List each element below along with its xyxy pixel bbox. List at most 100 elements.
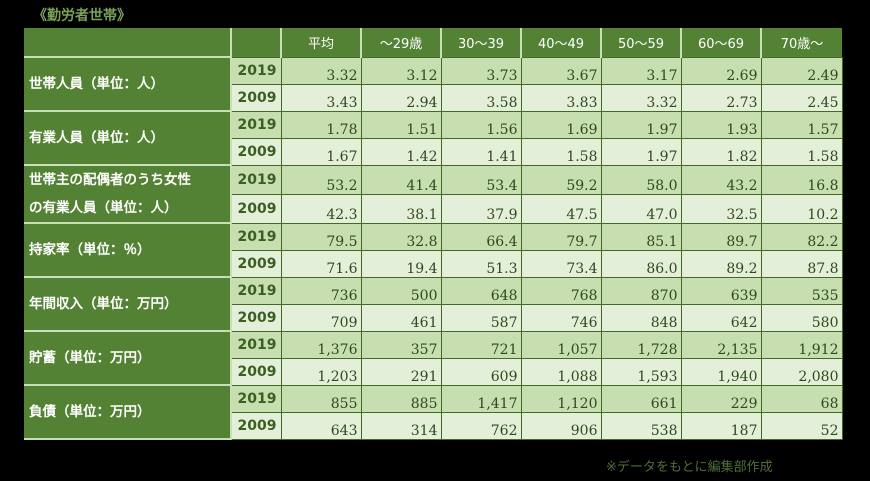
value-cell: 37.9 [440, 193, 522, 224]
row-label-line: 負債（単位：万円） [29, 404, 151, 420]
value-cell: 1,376 [280, 330, 362, 359]
household-data-table: 平均 〜29歳 30〜39 40〜49 50〜59 60〜69 70歳〜 世帯人員（単位：人… [24, 28, 843, 440]
value-cell: 3.83 [520, 83, 602, 112]
value-cell: 1,057 [520, 330, 602, 359]
value-cell: 1.93 [680, 110, 762, 139]
value-cell: 51.3 [440, 249, 522, 278]
value-cell: 42.3 [280, 193, 362, 224]
table-row: 2009 3.43 2.94 3.58 3.83 3.32 2.73 2.45 [24, 83, 843, 112]
value-cell: 3.67 [520, 56, 602, 85]
row-label-line: 世帯人員（単位：人） [29, 76, 164, 92]
value-cell: 291 [360, 357, 442, 386]
value-cell: 59.2 [520, 164, 602, 195]
value-cell: 721 [440, 330, 522, 359]
value-cell: 500 [360, 276, 442, 305]
year-cell: 2009 [230, 357, 282, 386]
value-cell: 1.58 [520, 137, 602, 166]
value-cell: 2,080 [760, 357, 843, 386]
year-cell: 2009 [230, 303, 282, 332]
value-cell: 1,593 [600, 357, 682, 386]
value-cell: 587 [440, 303, 522, 332]
value-cell: 1.58 [760, 137, 843, 166]
year-cell: 2009 [230, 83, 282, 112]
header-row: 平均 〜29歳 30〜39 40〜49 50〜59 60〜69 70歳〜 [24, 28, 842, 58]
value-cell: 870 [600, 276, 682, 305]
value-cell: 1.69 [520, 110, 602, 139]
value-cell: 2.45 [760, 83, 843, 112]
value-cell: 16.8 [760, 164, 843, 195]
value-cell: 1.41 [440, 137, 522, 166]
column-header: 30〜39 [440, 28, 521, 57]
column-header: 平均 [280, 28, 361, 57]
row-label-line: の有業人員（単位：人） [29, 200, 178, 216]
column-header: 70歳〜 [760, 28, 842, 57]
value-cell: 53.4 [440, 164, 522, 195]
table-row: 年間収入（単位：万円） 2019 736 500 648 768 870 639 535 [24, 276, 843, 332]
year-cell: 2009 [230, 249, 282, 278]
value-cell: 52 [760, 411, 843, 440]
value-cell: 538 [600, 411, 682, 440]
value-cell: 2.49 [760, 56, 843, 85]
row-label: 世帯主の配偶者のうち女性 の有業人員（単位：人） [24, 165, 232, 224]
value-cell: 1.97 [600, 110, 682, 139]
value-cell: 73.4 [520, 249, 602, 278]
value-cell: 1.51 [360, 110, 442, 139]
row-label: 世帯人員（単位：人） [24, 57, 232, 112]
value-cell: 71.6 [280, 249, 362, 278]
value-cell: 2.73 [680, 83, 762, 112]
value-cell: 885 [360, 384, 442, 413]
value-cell: 1,728 [600, 330, 682, 359]
row-label-line: 世帯主の配偶者のうち女性 [29, 172, 191, 188]
row-label-line: 持家率（単位：％） [29, 242, 151, 258]
table-row: 貯蓄（単位：万円） 2019 1,376 357 721 1,057 1,728 2,135 1… [24, 330, 843, 386]
value-cell: 1,940 [680, 357, 762, 386]
row-label-line: 年間収入（単位：万円） [29, 296, 178, 312]
value-cell: 58.0 [600, 164, 682, 195]
value-cell: 3.43 [280, 83, 362, 112]
year-cell: 2019 [230, 164, 282, 195]
value-cell: 3.12 [360, 56, 442, 85]
year-cell: 2019 [230, 276, 282, 305]
year-cell: 2019 [230, 384, 282, 413]
table-row: 有業人員（単位：人） 2019 1.78 1.51 1.56 1.69 1.97 1.93 1.… [24, 110, 843, 166]
value-cell: 187 [680, 411, 762, 440]
year-cell: 2009 [230, 193, 282, 224]
value-cell: 32.8 [360, 222, 442, 251]
value-cell: 1.42 [360, 137, 442, 166]
value-cell: 1,203 [280, 357, 362, 386]
row-label: 年間収入（単位：万円） [24, 277, 232, 332]
column-header [24, 28, 231, 58]
value-cell: 461 [360, 303, 442, 332]
value-cell: 2.94 [360, 83, 442, 112]
value-cell: 79.5 [280, 222, 362, 251]
row-label: 持家率（単位：％） [24, 223, 232, 278]
footnote: ※データをもとに編集部作成 [606, 460, 773, 475]
year-cell: 2019 [230, 330, 282, 359]
value-cell: 1.78 [280, 110, 362, 139]
value-cell: 38.1 [360, 193, 442, 224]
value-cell: 3.17 [600, 56, 682, 85]
value-cell: 746 [520, 303, 602, 332]
value-cell: 661 [600, 384, 682, 413]
value-cell: 906 [520, 411, 602, 440]
table-row: 2009 71.6 19.4 51.3 73.4 86.0 89.2 87.8 [24, 249, 843, 278]
value-cell: 1,912 [760, 330, 843, 359]
value-cell: 66.4 [440, 222, 522, 251]
value-cell: 1,417 [440, 384, 522, 413]
value-cell: 762 [440, 411, 522, 440]
value-cell: 19.4 [360, 249, 442, 278]
value-cell: 648 [440, 276, 522, 305]
value-cell: 47.5 [520, 193, 602, 224]
value-cell: 1.56 [440, 110, 522, 139]
column-header [230, 28, 281, 57]
year-cell: 2009 [230, 137, 282, 166]
value-cell: 2,135 [680, 330, 762, 359]
value-cell: 86.0 [600, 249, 682, 278]
value-cell: 43.2 [680, 164, 762, 195]
value-cell: 1,088 [520, 357, 602, 386]
table-row: 世帯主の配偶者のうち女性 の有業人員（単位：人） 2019 53.2 41.4 53.4 5… [24, 164, 843, 224]
column-header: 50〜59 [600, 28, 681, 57]
table-row: 2009 42.3 38.1 37.9 47.5 47.0 32.5 10.2 [24, 193, 843, 224]
year-cell: 2009 [230, 411, 282, 440]
value-cell: 85.1 [600, 222, 682, 251]
